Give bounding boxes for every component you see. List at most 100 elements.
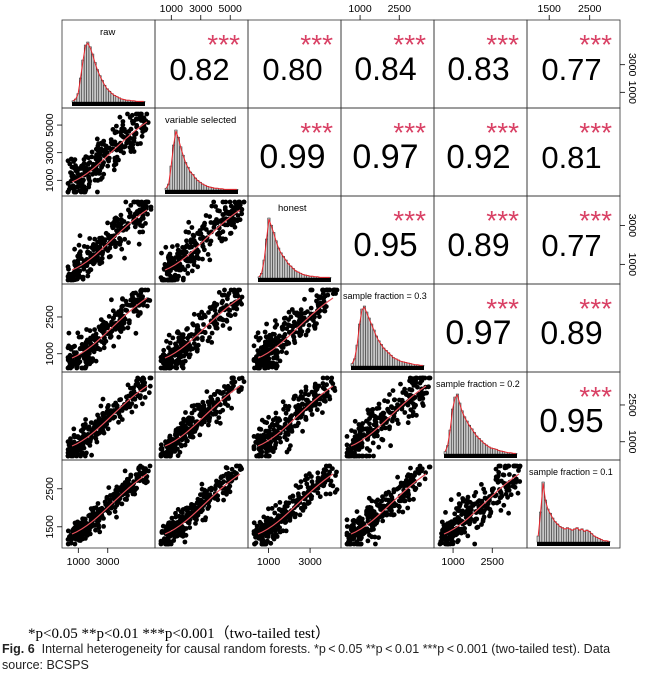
scatter-point xyxy=(260,542,265,547)
histogram-bar xyxy=(282,256,284,278)
histogram-bar xyxy=(375,336,377,366)
scatter-point xyxy=(189,332,194,337)
scatter-point xyxy=(371,454,376,459)
scatter-point xyxy=(182,252,187,257)
scatter-point xyxy=(377,402,382,407)
scatter-point xyxy=(259,449,264,454)
scatter-point xyxy=(371,441,376,446)
histogram-bar xyxy=(295,271,297,278)
histogram-bar xyxy=(444,452,446,454)
scatter-point xyxy=(79,164,84,169)
scatter-point xyxy=(221,200,226,205)
scatter-point xyxy=(121,150,126,155)
scatter-point xyxy=(98,507,103,512)
scatter-point xyxy=(172,444,177,449)
scatter-point xyxy=(178,426,183,431)
scatter-point xyxy=(140,401,145,406)
scatter-point xyxy=(201,322,206,327)
scatter-point xyxy=(167,359,172,364)
scatter-point xyxy=(195,231,200,236)
scatter-point xyxy=(502,473,507,478)
histogram-bar xyxy=(165,188,167,190)
scatter-point xyxy=(263,330,268,335)
histogram-bar xyxy=(471,429,473,454)
scatter-point xyxy=(187,355,192,360)
scatter-point xyxy=(345,443,350,448)
right-axis-tick-label: 3000 xyxy=(626,214,638,238)
scatter-point xyxy=(134,117,139,122)
scatter-point xyxy=(176,335,181,340)
scatter-point xyxy=(124,497,129,502)
scatter-point xyxy=(217,290,222,295)
scatter-point xyxy=(85,274,90,279)
scatter-point xyxy=(203,518,208,523)
histogram-bar xyxy=(89,47,91,102)
scatter-point xyxy=(456,538,461,543)
scatter-point xyxy=(388,443,393,448)
scatter-point xyxy=(389,404,394,409)
scatter-point xyxy=(331,288,336,293)
variable-label: honest xyxy=(278,203,307,214)
scatter-point xyxy=(121,326,126,331)
scatter-point xyxy=(114,124,119,129)
scatter-point xyxy=(99,165,104,170)
scatter-point xyxy=(291,510,296,515)
scatter-point xyxy=(87,236,92,241)
scatter-point xyxy=(141,467,146,472)
scatter-point xyxy=(80,450,85,455)
scatter-point xyxy=(105,405,110,410)
scatter-point xyxy=(407,378,412,383)
scatter-point xyxy=(498,495,503,500)
scatter-point xyxy=(402,410,407,415)
scatter-point xyxy=(330,381,335,386)
scatter-point xyxy=(302,297,307,302)
scatter-point xyxy=(166,542,171,547)
scatter-point xyxy=(91,162,96,167)
bottom-axis-tick-label: 1000 xyxy=(257,556,281,568)
scatter-point xyxy=(111,316,116,321)
scatter-point xyxy=(413,403,418,408)
scatter-point xyxy=(129,149,134,154)
scatter-point xyxy=(97,518,102,523)
left-axis-tick-label: 3000 xyxy=(44,141,56,165)
scatter-point xyxy=(113,488,118,493)
scatter-point xyxy=(137,242,142,247)
histogram-bar xyxy=(185,162,187,190)
histogram-bar xyxy=(464,417,466,454)
scatter-point xyxy=(281,345,286,350)
scatter-point xyxy=(408,466,413,471)
scatter-point xyxy=(406,420,411,425)
scatter-point xyxy=(75,331,80,336)
scatter-point xyxy=(313,325,318,330)
scatter-point xyxy=(84,327,89,332)
scatter-point xyxy=(354,540,359,545)
scatter-point xyxy=(366,539,371,544)
scatter-point xyxy=(271,418,276,423)
histogram-bar xyxy=(197,180,199,190)
scatter-point xyxy=(176,440,181,445)
figure-caption: Fig. 6 Internal heterogeneity for causal… xyxy=(2,641,650,673)
scatter-point xyxy=(130,113,135,118)
scatter-point xyxy=(159,366,164,371)
scatter-point xyxy=(259,427,264,432)
left-axis-tick-label: 2500 xyxy=(44,305,56,329)
significance-stars: *** xyxy=(486,117,519,148)
scatter-point xyxy=(299,390,304,395)
scatter-point xyxy=(414,486,419,491)
scatter-point xyxy=(221,498,226,503)
scatter-point xyxy=(402,499,407,504)
scatter-point xyxy=(110,142,115,147)
scatter-point xyxy=(504,492,509,497)
scatter-point xyxy=(217,230,222,235)
scatter-point xyxy=(205,506,210,511)
scatter-point xyxy=(410,388,415,393)
scatter-point xyxy=(140,230,145,235)
scatter-point xyxy=(512,464,517,469)
significance-stars: *** xyxy=(300,29,333,60)
scatter-point xyxy=(68,278,73,283)
scatter-point xyxy=(221,212,226,217)
scatter-point xyxy=(397,509,402,514)
scatter-point xyxy=(491,486,496,491)
scatter-point xyxy=(313,403,318,408)
scatter-point xyxy=(123,308,128,313)
